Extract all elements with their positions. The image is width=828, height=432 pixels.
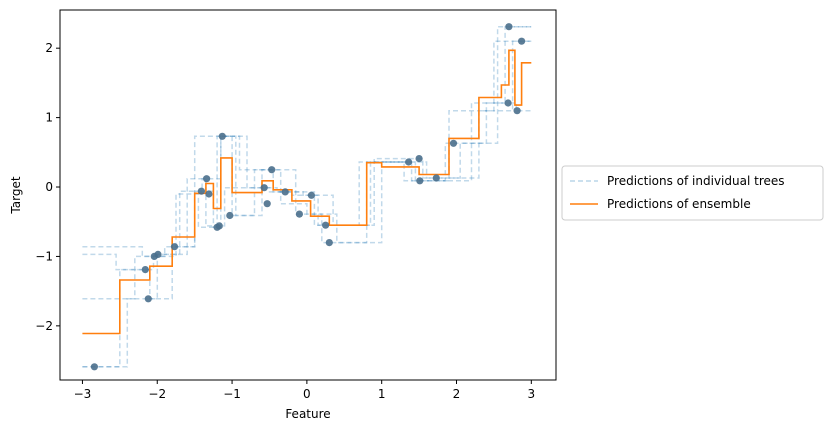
data-point — [513, 107, 521, 115]
y-tick-label: 2 — [45, 41, 53, 55]
plot-frame — [59, 9, 557, 381]
legend-label-ensemble: Predictions of ensemble — [607, 197, 751, 211]
data-point — [203, 175, 211, 183]
x-tick-label: 1 — [378, 387, 386, 401]
data-point — [268, 166, 276, 174]
y-tick-label: −2 — [35, 319, 53, 333]
data-point — [197, 187, 205, 195]
data-point — [325, 239, 333, 247]
data-point — [226, 211, 234, 220]
data-point — [263, 200, 271, 208]
data-point — [90, 363, 98, 371]
x-axis: −3 −2 −1 0 1 2 3 — [74, 380, 535, 401]
data-point — [144, 295, 152, 303]
tree-prediction-line-1 — [82, 25, 532, 368]
data-point — [415, 155, 423, 163]
x-tick-label: −3 — [74, 387, 92, 401]
data-point — [281, 188, 289, 196]
data-point — [504, 99, 512, 107]
data-point — [432, 174, 440, 182]
ensemble-line — [82, 49, 532, 335]
x-tick-label: −2 — [148, 387, 166, 401]
data-point — [260, 184, 268, 192]
data-point — [205, 190, 213, 198]
data-point — [295, 210, 303, 218]
data-point — [218, 132, 226, 140]
x-axis-label: Feature — [285, 407, 330, 421]
data-point — [449, 139, 458, 147]
data-point — [505, 23, 513, 31]
x-tick-label: 0 — [303, 387, 311, 401]
data-point — [170, 243, 179, 251]
legend-label-trees: Predictions of individual trees — [607, 174, 785, 188]
x-tick-label: 3 — [527, 387, 535, 401]
data-point — [141, 266, 149, 274]
y-tick-label: 1 — [45, 111, 53, 125]
x-tick-label: 2 — [453, 387, 461, 401]
data-point — [154, 250, 162, 258]
legend-box — [561, 165, 824, 221]
data-point — [215, 222, 223, 230]
tree-prediction-line-3 — [82, 25, 532, 300]
data-point — [416, 177, 424, 185]
y-axis-label: Target — [9, 176, 23, 214]
tree-prediction-line-4 — [82, 102, 532, 271]
data-point — [322, 221, 330, 229]
data-point — [405, 158, 413, 166]
ensemble-line-group — [82, 49, 532, 335]
y-axis: −2 −1 0 1 2 — [35, 41, 60, 333]
data-point — [518, 37, 526, 45]
x-tick-label: −1 — [223, 387, 241, 401]
legend: Predictions of individual trees Predicti… — [561, 165, 824, 221]
tree-prediction-line-2 — [82, 40, 532, 368]
data-point — [307, 191, 315, 199]
y-tick-label: 0 — [45, 180, 53, 194]
y-tick-label: −1 — [35, 249, 53, 263]
data-points — [90, 23, 526, 371]
